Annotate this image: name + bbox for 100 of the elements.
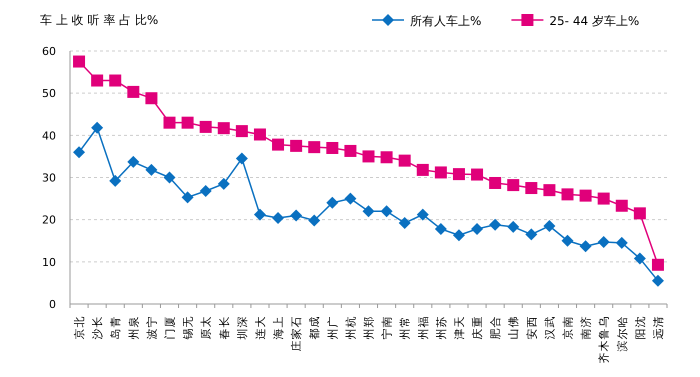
x-tick-label: 常州 — [398, 316, 412, 340]
x-tick-label: 杭州 — [344, 316, 358, 340]
point — [598, 192, 610, 205]
legend-label: 25- 44 岁车上% — [549, 14, 640, 28]
point — [580, 240, 592, 252]
point — [562, 234, 574, 247]
y-tick-label: 30 — [42, 172, 56, 184]
point — [164, 172, 176, 184]
point — [91, 74, 104, 87]
point — [543, 184, 556, 196]
point — [452, 168, 465, 180]
point — [73, 56, 86, 68]
point — [380, 151, 393, 164]
x-tick-label: 泉州 — [127, 316, 140, 340]
point — [471, 222, 484, 235]
x-tick-label: 上海 — [272, 316, 286, 340]
x-tick-label: 郑州 — [362, 316, 376, 340]
x-tick-label: 乌鲁木齐 — [598, 316, 611, 364]
point — [127, 156, 140, 168]
x-tick-label: 无锡 — [182, 316, 195, 340]
point — [416, 208, 429, 221]
y-tick-label: 40 — [42, 129, 56, 142]
x-tick-label: 宁波 — [145, 316, 158, 340]
x-tick-label: 北京 — [73, 316, 86, 340]
point — [326, 196, 338, 209]
point — [127, 86, 140, 98]
x-tick-label: 石家庄 — [290, 316, 304, 352]
x-tick-label: 苏州 — [434, 316, 448, 340]
point — [562, 188, 574, 200]
x-tick-label: 清远 — [652, 316, 665, 340]
point — [652, 258, 664, 271]
x-tick-label: 济南 — [580, 316, 593, 340]
point — [525, 182, 538, 194]
x-tick-label: 合肥 — [489, 316, 502, 340]
x-tick-label: 深圳 — [236, 316, 249, 340]
point — [91, 122, 104, 134]
x-tick-label: 长春 — [218, 316, 231, 340]
x-tick-label: 青岛 — [109, 316, 122, 340]
x-tick-label: 天津 — [452, 316, 466, 340]
x-tick-label: 太原 — [200, 316, 213, 340]
point — [182, 116, 194, 129]
point — [434, 222, 447, 235]
x-tick-label: 武汉 — [543, 316, 556, 340]
point — [489, 218, 502, 231]
x-tick-label: 南宁 — [380, 316, 394, 340]
x-tick-label: 重庆 — [471, 316, 484, 340]
point — [634, 207, 646, 220]
point — [616, 236, 628, 249]
point — [254, 128, 266, 140]
point — [489, 176, 502, 189]
x-tick-label: 西安 — [525, 316, 538, 340]
x-tick-label: 沈阳 — [634, 316, 647, 340]
point — [507, 179, 520, 192]
y-tick-label: 20 — [42, 214, 56, 227]
y-tick-label: 60 — [42, 45, 56, 58]
point — [525, 228, 538, 240]
point — [344, 144, 356, 157]
point — [398, 154, 411, 167]
point — [634, 252, 646, 264]
y-tick-label: 10 — [42, 256, 56, 269]
point — [145, 164, 158, 176]
point — [272, 138, 284, 151]
point — [145, 92, 158, 104]
point — [580, 190, 592, 202]
y-tick-label: 0 — [49, 298, 56, 311]
point — [471, 168, 484, 181]
point — [308, 214, 320, 227]
point — [218, 178, 230, 190]
x-tick-label: 长沙 — [91, 316, 104, 340]
point — [507, 220, 520, 233]
x-tick-label: 成都 — [308, 316, 322, 340]
point — [380, 205, 393, 218]
point — [290, 140, 302, 152]
point — [109, 74, 122, 87]
point — [236, 152, 248, 165]
x-tick-label: 厦门 — [164, 316, 176, 340]
point — [362, 150, 374, 162]
point — [182, 191, 194, 204]
point — [164, 116, 176, 129]
x-tick-label: 广州 — [326, 316, 340, 340]
point — [308, 141, 320, 154]
point — [109, 174, 122, 187]
x-tick-label: 南京 — [562, 316, 574, 340]
x-tick-label: 佛山 — [507, 316, 520, 340]
point — [200, 184, 212, 197]
y-tick-label: 50 — [42, 87, 56, 100]
x-tick-label: 福州 — [416, 316, 430, 340]
point — [362, 205, 374, 218]
point — [73, 146, 86, 158]
x-tick-label: 大连 — [254, 316, 267, 340]
point — [434, 166, 447, 178]
point — [616, 200, 628, 212]
legend-label: 所有人车上% — [410, 14, 482, 28]
point — [326, 142, 338, 154]
point — [398, 217, 411, 230]
point — [416, 164, 429, 176]
point — [254, 208, 266, 221]
point — [236, 125, 248, 138]
point — [200, 120, 212, 133]
point — [218, 122, 230, 134]
